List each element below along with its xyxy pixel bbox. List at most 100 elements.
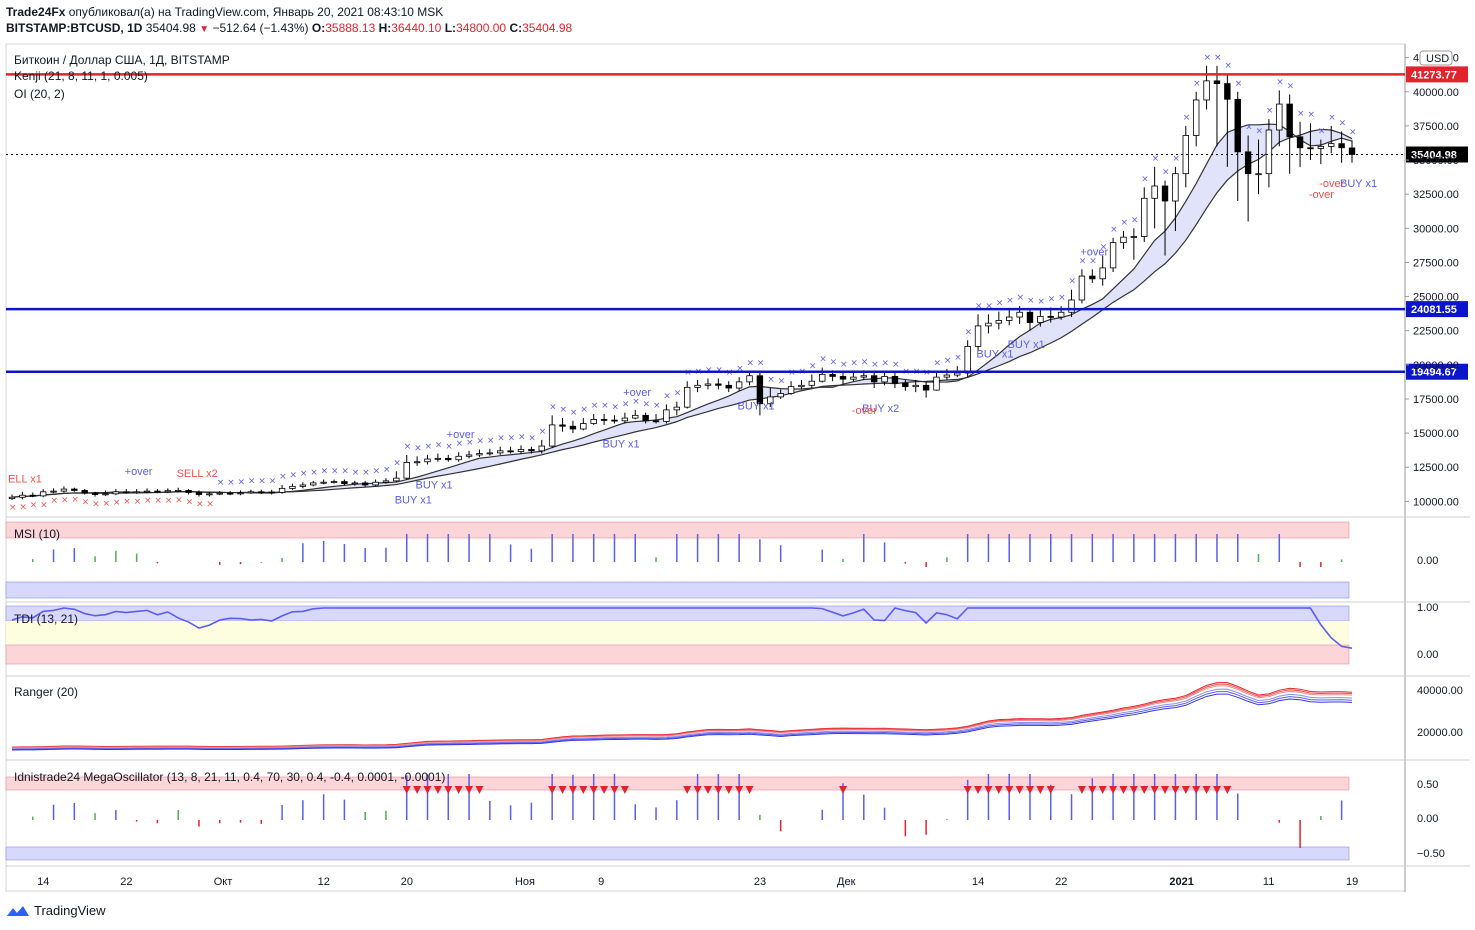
candle-body[interactable] <box>216 492 223 495</box>
candle-body[interactable] <box>123 491 130 494</box>
candle-body[interactable] <box>424 458 431 463</box>
candle-body[interactable] <box>922 384 930 391</box>
candle-body[interactable] <box>361 482 369 486</box>
symbol-label[interactable]: BITSTAMP:BTCUSD, 1D <box>6 21 143 35</box>
candle-body[interactable] <box>1255 173 1262 176</box>
candle-body[interactable] <box>486 452 494 455</box>
candle-body[interactable] <box>1141 197 1148 237</box>
candle-body[interactable] <box>1037 315 1044 323</box>
candle-body[interactable] <box>715 383 722 386</box>
candle-body[interactable] <box>476 453 483 456</box>
candle-body[interactable] <box>652 420 660 423</box>
candle-body[interactable] <box>289 485 296 489</box>
candle-body[interactable] <box>1057 311 1065 318</box>
candle-body[interactable] <box>1276 103 1283 131</box>
candle-body[interactable] <box>226 492 234 495</box>
candle-body[interactable] <box>195 492 203 495</box>
candle-body[interactable] <box>91 492 99 495</box>
candle-body[interactable] <box>1016 311 1023 318</box>
candle-body[interactable] <box>819 373 826 382</box>
candle-body[interactable] <box>683 386 691 408</box>
candle-body[interactable] <box>590 419 597 424</box>
candle-body[interactable] <box>372 481 379 486</box>
candle-body[interactable] <box>393 477 400 482</box>
candle-body[interactable] <box>517 449 525 452</box>
candle-body[interactable] <box>1130 236 1138 238</box>
candle-body[interactable] <box>237 492 244 495</box>
currency-badge[interactable]: USD <box>1426 53 1449 65</box>
main-pane[interactable]: × × × × × × × × × × × × × × × × × × × ×× × × × × × × × × × × × × × × × ××× ×… <box>6 53 1405 513</box>
candle-body[interactable] <box>808 380 816 386</box>
candle-body[interactable] <box>569 425 577 430</box>
candle-body[interactable] <box>175 490 182 492</box>
candle-body[interactable] <box>112 491 120 495</box>
candle-body[interactable] <box>1203 80 1210 101</box>
candle-body[interactable] <box>777 393 784 398</box>
candle-body[interactable] <box>507 450 514 453</box>
candle-body[interactable] <box>310 482 317 486</box>
candle-body[interactable] <box>673 406 681 411</box>
candle-body[interactable] <box>954 372 961 376</box>
candle-body[interactable] <box>102 493 109 496</box>
candle-body[interactable] <box>1317 145 1325 149</box>
candle-body[interactable] <box>528 449 535 452</box>
candle-body[interactable] <box>548 424 556 447</box>
candle-body[interactable] <box>787 386 795 394</box>
candle-body[interactable] <box>735 381 743 389</box>
candle-body[interactable] <box>902 382 909 388</box>
candle-body[interactable] <box>829 373 836 377</box>
candle-body[interactable] <box>943 374 951 378</box>
candle-body[interactable] <box>746 375 753 383</box>
candle-body[interactable] <box>860 375 867 378</box>
candle-body[interactable] <box>798 384 805 388</box>
candle-body[interactable] <box>559 424 566 427</box>
candle-body[interactable] <box>1307 147 1314 150</box>
candle-body[interactable] <box>538 445 545 452</box>
candle-body[interactable] <box>850 376 857 380</box>
candle-body[interactable] <box>185 490 192 493</box>
candle-body[interactable] <box>580 423 587 430</box>
candle-body[interactable] <box>611 419 618 422</box>
candle-body[interactable] <box>1234 98 1241 153</box>
candle-body[interactable] <box>756 375 764 405</box>
candle-body[interactable] <box>330 481 338 483</box>
candle-body[interactable] <box>891 376 899 384</box>
candle-body[interactable] <box>1286 103 1293 138</box>
candle-body[interactable] <box>642 414 649 422</box>
candle-body[interactable] <box>1328 143 1335 147</box>
candle-body[interactable] <box>247 491 255 494</box>
candle-body[interactable] <box>164 490 172 493</box>
candle-body[interactable] <box>206 493 213 496</box>
candle-body[interactable] <box>268 491 275 494</box>
candle-body[interactable] <box>1099 267 1106 280</box>
candle-body[interactable] <box>600 419 608 421</box>
candle-body[interactable] <box>1151 185 1158 199</box>
candle-body[interactable] <box>1078 275 1086 301</box>
candle-body[interactable] <box>985 322 992 327</box>
candle-body[interactable] <box>278 487 286 493</box>
footer-brand[interactable]: TradingView <box>6 903 106 918</box>
candle-body[interactable] <box>632 414 639 419</box>
candle-body[interactable] <box>621 417 629 422</box>
candle-body[interactable] <box>870 375 878 383</box>
candles[interactable] <box>8 65 1356 500</box>
candle-body[interactable] <box>434 457 442 460</box>
candle-body[interactable] <box>71 488 78 491</box>
candle-body[interactable] <box>81 490 88 494</box>
indicator-panes[interactable] <box>5 521 1353 861</box>
candle-body[interactable] <box>1348 147 1356 155</box>
candle-body[interactable] <box>1296 136 1304 149</box>
candle-body[interactable] <box>1089 275 1096 280</box>
candle-body[interactable] <box>258 491 265 494</box>
candle-body[interactable] <box>995 320 1003 324</box>
candle-body[interactable] <box>1120 236 1127 244</box>
candle-body[interactable] <box>1161 185 1169 202</box>
candle-body[interactable] <box>60 488 68 492</box>
candle-body[interactable] <box>767 396 774 405</box>
publisher-name[interactable]: Trade24Fx <box>6 5 66 19</box>
candle-body[interactable] <box>1047 315 1054 318</box>
candle-body[interactable] <box>154 490 161 493</box>
candle-body[interactable] <box>1213 80 1221 84</box>
candle-body[interactable] <box>143 490 151 493</box>
candle-body[interactable] <box>299 484 307 487</box>
